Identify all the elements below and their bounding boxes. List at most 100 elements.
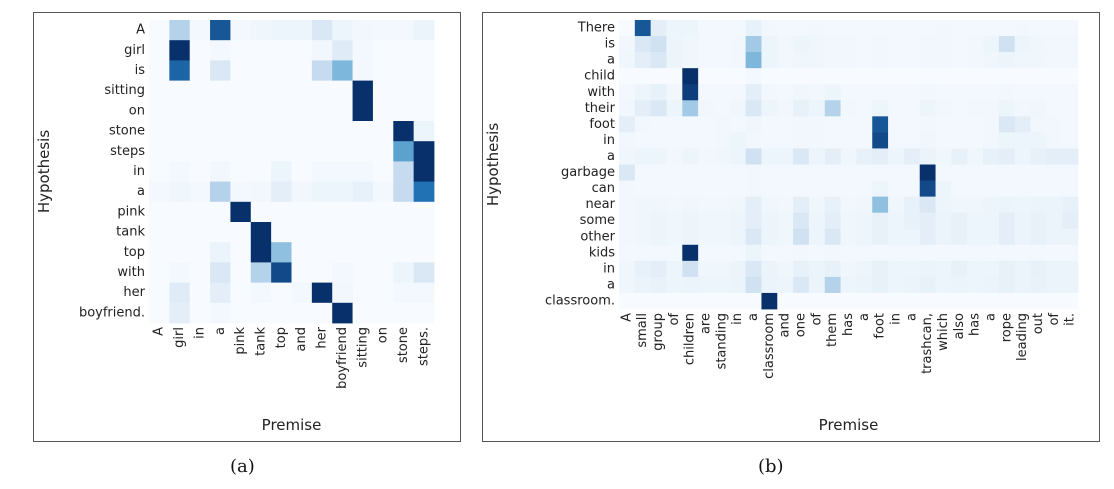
- heatmap-cell: [903, 212, 921, 230]
- heatmap-cell: [761, 148, 778, 165]
- heatmap-cell: [666, 196, 683, 214]
- heatmap-cell: [352, 40, 374, 61]
- heatmap-cell: [1062, 132, 1079, 149]
- heatmap-cell: [745, 68, 762, 85]
- heatmap-cell: [1046, 36, 1063, 53]
- heatmap-cell: [872, 20, 889, 37]
- heatmap-cell: [372, 201, 394, 223]
- heatmap-cell: [983, 36, 1000, 53]
- y-tick-label: a: [607, 149, 615, 164]
- heatmap-cell: [619, 36, 636, 53]
- heatmap-cell: [745, 212, 762, 230]
- heatmap-cell: [777, 68, 794, 85]
- heatmap-cell: [1046, 292, 1063, 310]
- heatmap-cell: [332, 222, 353, 243]
- heatmap-cell: [935, 52, 952, 69]
- heatmap-cell: [332, 40, 353, 61]
- heatmap-cell: [1014, 276, 1031, 294]
- heatmap-cell: [230, 282, 252, 304]
- heatmap-cell: [840, 116, 857, 133]
- heatmap-cell: [888, 212, 905, 230]
- heatmap-cell: [777, 52, 794, 69]
- heatmap-cell: [413, 60, 435, 81]
- heatmap-cell: [1030, 84, 1047, 101]
- heatmap-cell: [682, 276, 699, 294]
- heatmap-cell: [1014, 132, 1031, 149]
- heatmap-cell: [682, 132, 699, 149]
- heatmap-cell: [634, 68, 652, 85]
- heatmap-cell: [729, 260, 747, 278]
- heatmap-cell: [169, 302, 191, 324]
- heatmap-cell: [888, 116, 905, 133]
- heatmap-cell: [1046, 260, 1063, 278]
- heatmap-cell: [271, 121, 292, 142]
- heatmap-cell: [698, 36, 715, 53]
- heatmap-cell: [888, 148, 905, 165]
- heatmap-cell: [856, 100, 873, 117]
- heatmap-cell: [230, 20, 252, 41]
- heatmap-cell: [824, 244, 841, 262]
- heatmap-cell: [372, 161, 394, 182]
- heatmap-cell: [951, 52, 968, 69]
- heatmap-cell: [413, 40, 435, 61]
- heatmap-cell: [824, 292, 841, 310]
- heatmap-cell: [713, 52, 731, 69]
- heatmap-cell: [271, 262, 292, 283]
- heatmap-cell: [888, 228, 905, 246]
- heatmap-cell: [840, 244, 857, 262]
- heatmap-cell: [413, 121, 435, 142]
- heatmap-cell: [903, 196, 921, 214]
- y-tick-label: in: [603, 133, 615, 148]
- heatmap-cell: [619, 244, 636, 262]
- heatmap-cell: [1062, 244, 1079, 262]
- heatmap-cell: [1014, 68, 1031, 85]
- heatmap-cell: [698, 116, 715, 133]
- heatmap-cell: [413, 80, 435, 102]
- x-tick-label: her: [315, 326, 330, 348]
- heatmap-cell: [777, 228, 794, 246]
- heatmap-cell: [919, 116, 936, 133]
- heatmap-cell: [729, 228, 747, 246]
- heatmap-cell: [872, 196, 889, 214]
- heatmap-cell: [311, 121, 333, 142]
- heatmap-cell: [698, 260, 715, 278]
- heatmap-cell: [393, 302, 415, 324]
- heatmap-cell: [149, 201, 170, 223]
- heatmap-cell: [210, 100, 231, 122]
- heatmap-cell: [983, 132, 1000, 149]
- y-tick-label: classroom.: [545, 293, 615, 308]
- heatmap-cell: [189, 282, 211, 304]
- heatmap-cell: [210, 302, 231, 324]
- heatmap-cell: [393, 40, 415, 61]
- heatmap-cell: [888, 20, 905, 37]
- heatmap-cell: [919, 180, 936, 198]
- heatmap-cell: [619, 180, 636, 198]
- heatmap-cell: [777, 164, 794, 181]
- heatmap-cell: [935, 68, 952, 85]
- y-tick-label: sitting: [104, 83, 145, 98]
- heatmap-cell: [967, 212, 984, 230]
- heatmap-cell: [729, 68, 747, 85]
- heatmap-cell: [413, 262, 435, 283]
- heatmap-cell: [935, 100, 952, 117]
- heatmap-cell: [311, 141, 333, 162]
- heatmap-cell: [311, 262, 333, 283]
- heatmap-cell: [935, 228, 952, 246]
- heatmap-cell: [650, 180, 667, 198]
- heatmap-cell: [291, 302, 313, 324]
- heatmap-cell: [650, 68, 667, 85]
- heatmap-cell: [983, 244, 1000, 262]
- y-tick-label: kids: [589, 245, 615, 260]
- heatmap-cell: [311, 20, 333, 41]
- heatmap-cell: [210, 262, 231, 283]
- heatmap-cell: [1014, 228, 1031, 246]
- heatmap-cell: [713, 132, 731, 149]
- heatmap-cell: [777, 292, 794, 310]
- heatmap-cell: [698, 276, 715, 294]
- heatmap-cell: [666, 260, 683, 278]
- heatmap-cell: [169, 161, 191, 182]
- heatmap-cell: [352, 80, 374, 102]
- heatmap-cell: [1062, 36, 1079, 53]
- heatmap-cell: [983, 116, 1000, 133]
- y-tick-label: can: [592, 181, 615, 196]
